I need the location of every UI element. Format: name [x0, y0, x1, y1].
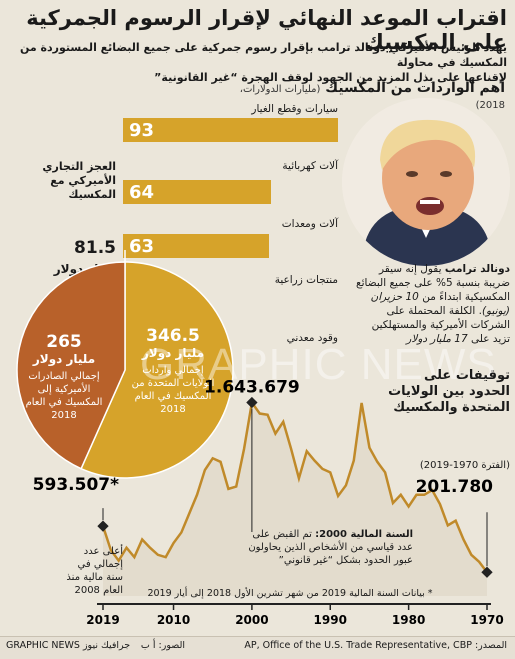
apprehensions-line — [101, 399, 488, 574]
import-bar: 93 — [123, 118, 338, 142]
pie-exports-text: 265 مليار دولار إجمالي الصادرات الأميركي… — [18, 332, 110, 422]
pie-exports-unit: مليار دولار — [32, 352, 96, 366]
border-heading: توقيفات على الحدود بين الولايات المتحدة … — [388, 368, 510, 415]
trump-name: دونالد ترامب — [444, 263, 510, 275]
deficit-number: 81.5 — [74, 238, 116, 258]
trade-pie-chart — [16, 250, 234, 479]
import-bar-label: آلات كهربائية — [282, 160, 338, 172]
subtitle-line-1: يهدد الرئيس الأميركي دونالد ترامب بإقرار… — [19, 41, 507, 69]
pie-imports-text: 346.5 مليار دولار إجمالي واردات الولايات… — [128, 326, 218, 416]
start-1970-label: 201.780 — [416, 477, 494, 497]
x-tick-label: 1980 — [392, 613, 425, 627]
trump-caption-text-a: يقول إنه سيقر ضريبة بنسبة 5% على جميع ال… — [356, 263, 510, 303]
pie-slice-imports — [80, 261, 234, 479]
pie-imports-value: 346.5 — [146, 326, 200, 346]
x-tick-label: 2000 — [235, 613, 268, 627]
import-bar: 63 — [123, 234, 269, 258]
trump-caption: دونالد ترامب يقول إنه سيقر ضريبة بنسبة 5… — [356, 262, 510, 346]
credit: GRAPHIC NEWS جرافيك نيوز — [6, 640, 131, 651]
peak-2000-label: 1.643.679 — [204, 378, 300, 398]
import-bar: 64 — [123, 180, 271, 204]
page-title: اقتراب الموعد النهائي لإقرار الرسوم الجم… — [26, 6, 507, 54]
subtitle-line-2: لإقناعها على بذل المزيد من الجهود لوقف ا… — [154, 71, 507, 84]
photo-credit: الصور: أ ب — [140, 640, 185, 651]
subtitle: يهدد الرئيس الأميركي دونالد ترامب بإقرار… — [7, 40, 507, 85]
deficit-label: العجز التجاري الأميركي مع المكسيك — [42, 160, 116, 201]
pie-imports-label: إجمالي واردات الولايات المتحدة من المكسي… — [131, 365, 215, 415]
imports-heading: أهم الواردات من المكسيك (مليارات الدولار… — [205, 80, 505, 112]
portrait-illustration — [342, 98, 510, 266]
trump-caption-date: 10 حزيران (يونيو) — [370, 291, 510, 317]
x-tick-label: 1990 — [314, 613, 347, 627]
pie-exports-value: 265 — [46, 332, 82, 352]
import-bar-label: آلات ومعدات — [281, 218, 338, 230]
watermark: GRAPHIC NEWS — [140, 340, 497, 389]
border-period: (الفترة 1970-2019) — [419, 460, 510, 471]
end-2019-marker — [97, 520, 109, 532]
import-bar-label: سيارات وقطع الغيار — [251, 103, 338, 115]
trump-caption-text-b: . الكلفة المحتملة على الشركات الأميركية … — [371, 305, 510, 345]
import-bar-label: وقود معدني — [286, 332, 338, 344]
imports-heading-text: أهم الواردات من المكسيك — [325, 80, 505, 96]
import-bar-label: منتجات زراعية — [274, 274, 338, 286]
crisis-annotation: السنة المالية 2000: تم القبض على عدد قيا… — [238, 528, 413, 567]
apprehensions-area — [103, 402, 487, 596]
pie-imports-unit: مليار دولار — [141, 346, 205, 360]
trump-caption-amount: 17 مليار دولار — [406, 333, 468, 345]
x-tick-label: 1970 — [470, 613, 503, 627]
x-tick-label: 2010 — [157, 613, 190, 627]
footnote: * بيانات السنة المالية 2019 من شهر تشرين… — [147, 588, 433, 599]
border-apprehensions-chart: 1970 1980 1990 2000 2010 2019 1.643.679 201.780… — [33, 378, 504, 627]
end-2019-label: 593.507* — [33, 475, 119, 495]
footer: المصدر: AP, Office of the U.S. Trade Rep… — [0, 636, 515, 659]
peak-2019-note: أعلى عدد إجمالي في سنة مالية منذ العام 2… — [66, 546, 123, 596]
trump-photo — [342, 98, 510, 266]
imports-unit: (مليارات الدولارات، 2018) — [239, 84, 505, 111]
pie-exports-label: إجمالي الصادرات الأميركية إلى المكسيك في… — [25, 371, 103, 421]
crisis-text: تم القبض على عدد قياسي من الأشخاص الذين … — [248, 529, 413, 566]
source: المصدر: AP, Office of the U.S. Trade Rep… — [244, 640, 507, 651]
x-tick-label: 2019 — [86, 613, 119, 627]
pie-slice-exports — [16, 261, 126, 470]
crisis-title: السنة المالية 2000: — [315, 529, 413, 540]
